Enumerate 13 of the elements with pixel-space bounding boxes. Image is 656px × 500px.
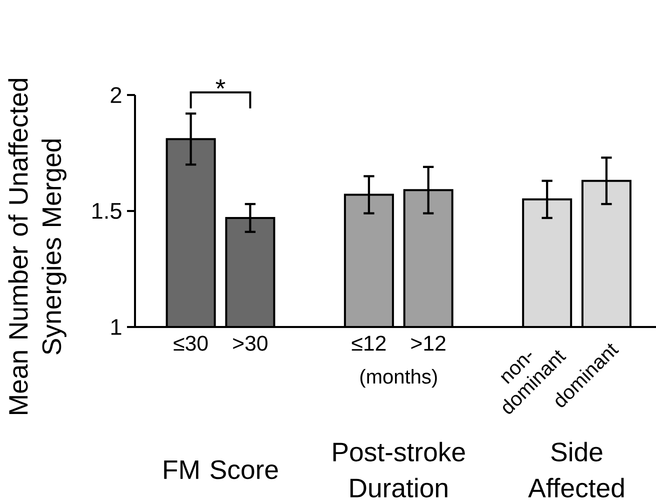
text: Side Affected xyxy=(528,442,624,498)
text: FM Score xyxy=(164,460,278,480)
x-tick-label: >30 xyxy=(233,336,268,351)
x-tick-label: >12 xyxy=(411,336,446,351)
text: * xyxy=(216,79,226,89)
y-tick-label: 1 xyxy=(111,319,122,335)
text: Post-stroke Duration xyxy=(333,442,465,498)
x-tick-label: ≤30 xyxy=(174,336,208,351)
y-tick-label: 1.5 xyxy=(92,203,122,219)
text: (months) xyxy=(360,369,437,388)
y-tick-label: 2 xyxy=(110,87,122,103)
x-tick-label: ≤12 xyxy=(352,336,386,351)
y-axis-title: Mean Number of Unaffected Synergies Merged xyxy=(8,78,66,414)
